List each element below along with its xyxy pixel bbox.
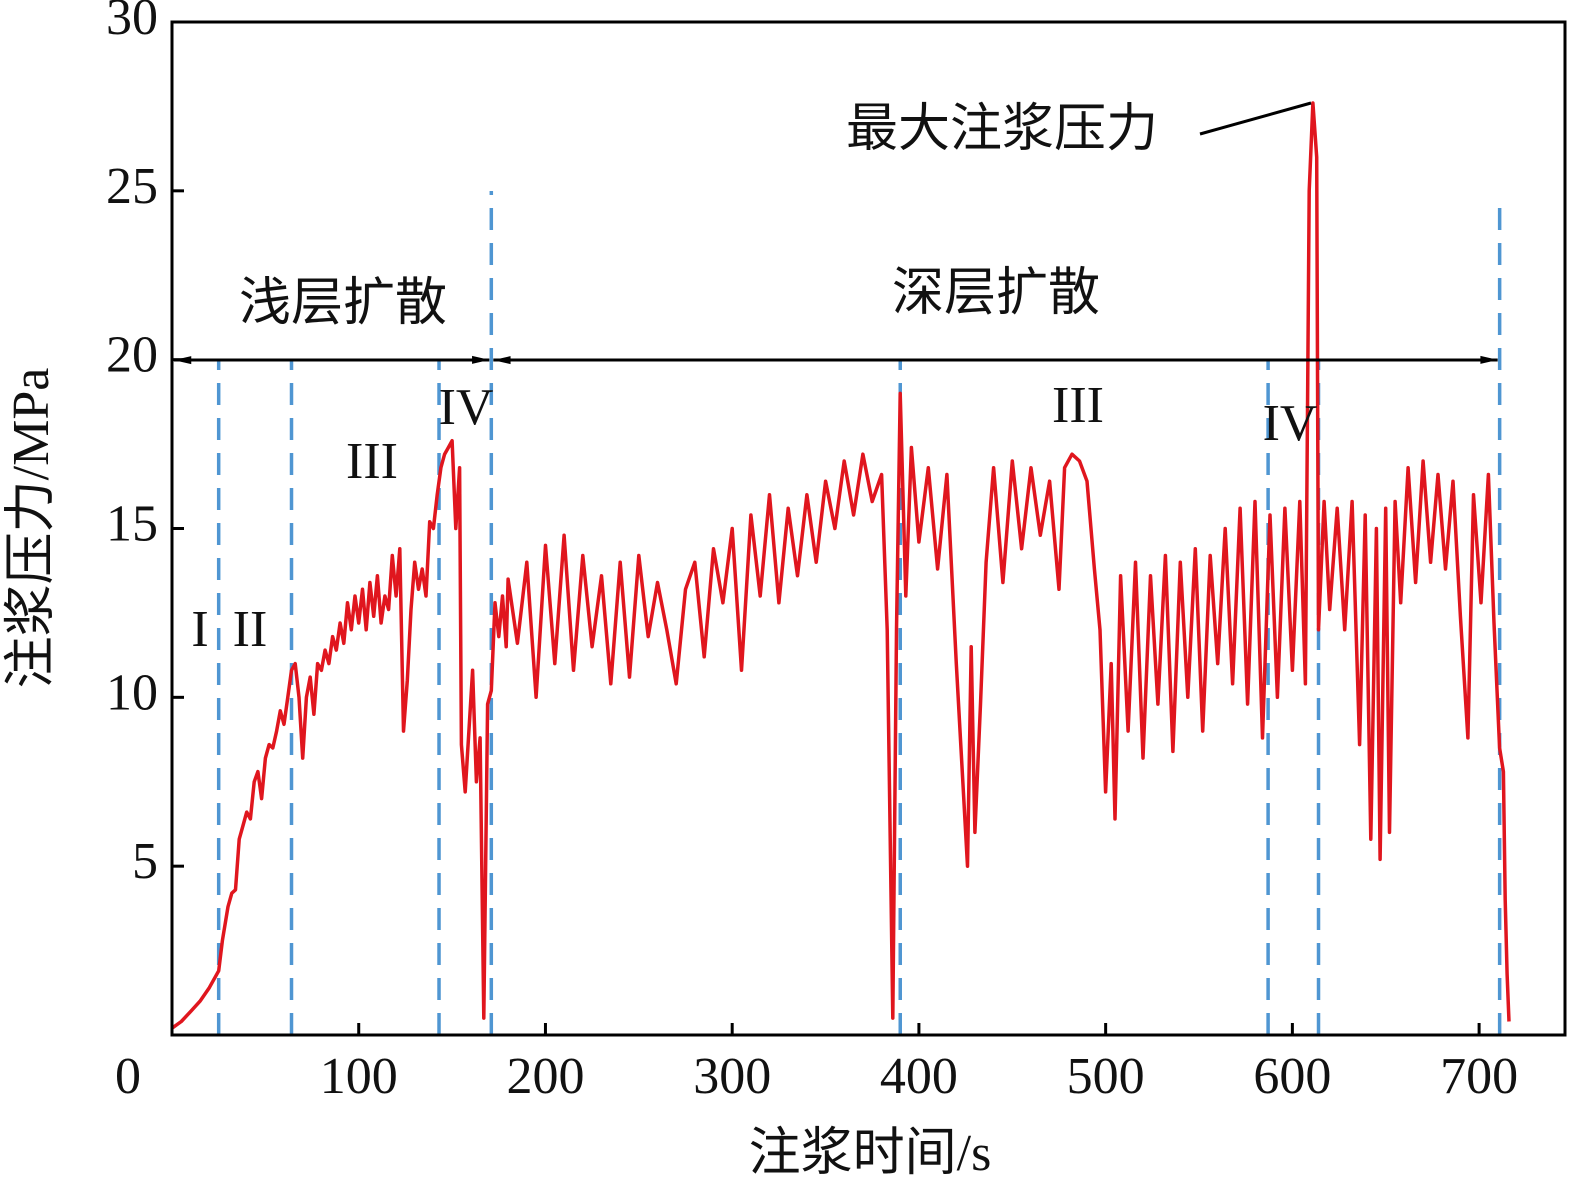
x-tick-label: 700 xyxy=(1440,1048,1518,1105)
y-axis-label: 注浆压力/MPa xyxy=(3,368,60,689)
leader-line xyxy=(1199,101,1312,136)
annotation: 最大注浆压力 xyxy=(846,101,1158,158)
x-tick-label: 200 xyxy=(506,1048,584,1105)
plot-frame xyxy=(170,20,1567,1037)
x-tick-label: 100 xyxy=(320,1048,398,1105)
annotation: I xyxy=(191,601,208,658)
y-tick-label: 10 xyxy=(106,664,158,721)
annotation: II xyxy=(233,601,268,658)
annotation: III xyxy=(1052,377,1104,434)
x-tick-label: 0 xyxy=(115,1048,141,1105)
y-tick-label: 15 xyxy=(106,495,158,552)
x-tick-label: 600 xyxy=(1253,1048,1331,1105)
x-axis-label: 注浆时间/s xyxy=(749,1125,992,1182)
pressure-line xyxy=(170,101,1511,1030)
annotation: IV xyxy=(1263,395,1318,452)
y-tick-label: 5 xyxy=(132,833,158,890)
annotation: 浅层扩散 xyxy=(239,275,447,332)
annotation: IV xyxy=(439,379,494,436)
x-tick-label: 500 xyxy=(1067,1048,1145,1105)
y-tick-label: 30 xyxy=(106,0,158,46)
annotation: 深层扩散 xyxy=(892,265,1100,322)
y-tick-label: 25 xyxy=(106,158,158,215)
x-tick-label: 400 xyxy=(880,1048,958,1105)
y-tick-label: 20 xyxy=(106,327,158,384)
x-tick-label: 300 xyxy=(693,1048,771,1105)
annotation: III xyxy=(346,433,398,490)
